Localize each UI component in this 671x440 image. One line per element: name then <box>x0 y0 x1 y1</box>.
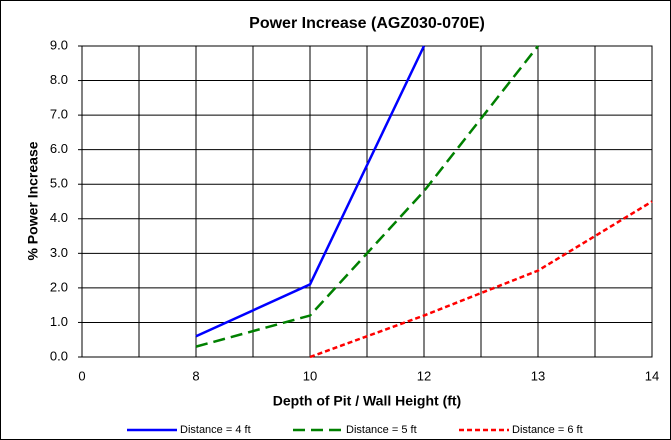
x-tick-label: 8 <box>192 368 199 383</box>
y-axis-title: % Power Increase <box>25 141 41 260</box>
x-tick-label: 10 <box>303 368 317 383</box>
y-tick-label: 1.0 <box>50 314 68 329</box>
chart-title: Power Increase (AGZ030-070E) <box>249 15 485 32</box>
legend-label: Distance = 4 ft <box>180 424 251 436</box>
x-tick-label: 14 <box>645 368 659 383</box>
series-line <box>195 45 426 338</box>
series-line <box>309 200 653 359</box>
y-tick-label: 3.0 <box>50 245 68 260</box>
y-tick-label: 6.0 <box>50 141 68 156</box>
x-tick-label: 12 <box>417 368 431 383</box>
y-tick-label: 8.0 <box>50 72 68 87</box>
legend-label: Distance = 6 ft <box>512 424 583 436</box>
y-tick-label: 9.0 <box>50 37 68 52</box>
x-axis-title: Depth of Pit / Wall Height (ft) <box>273 393 461 409</box>
series-line <box>195 45 539 348</box>
legend-label: Distance = 5 ft <box>346 424 417 436</box>
y-tick-label: 4.0 <box>50 210 68 225</box>
y-tick-label: 2.0 <box>50 279 68 294</box>
x-tick-label: 0 <box>78 368 85 383</box>
y-tick-label: 7.0 <box>50 107 68 122</box>
x-tick-label: 13 <box>531 368 545 383</box>
y-tick-label: 0.0 <box>50 348 68 363</box>
y-tick-label: 5.0 <box>50 176 68 191</box>
